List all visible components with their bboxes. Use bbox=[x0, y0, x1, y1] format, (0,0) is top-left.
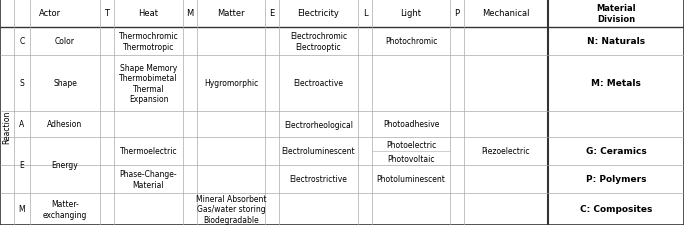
Text: Photochromic: Photochromic bbox=[385, 37, 437, 46]
Text: Photovoltaic: Photovoltaic bbox=[387, 154, 435, 163]
Text: Phase-Change-
Material: Phase-Change- Material bbox=[120, 170, 177, 189]
Text: Light: Light bbox=[401, 9, 421, 18]
Text: C: C bbox=[19, 37, 25, 46]
Text: N: Naturals: N: Naturals bbox=[587, 37, 645, 46]
Text: G: Ceramics: G: Ceramics bbox=[586, 147, 646, 156]
Text: Photoluminescent: Photoluminescent bbox=[377, 175, 445, 184]
Text: Energy: Energy bbox=[51, 161, 79, 170]
Text: Adhesion: Adhesion bbox=[47, 120, 83, 129]
Text: P: P bbox=[454, 9, 460, 18]
Text: Thermochromic
Thermotropic: Thermochromic Thermotropic bbox=[118, 32, 179, 52]
Text: A: A bbox=[19, 120, 25, 129]
Text: Piezoelectric: Piezoelectric bbox=[482, 147, 530, 156]
Text: Actor: Actor bbox=[39, 9, 61, 18]
Text: Reaction: Reaction bbox=[3, 110, 12, 143]
Text: Thermoelectric: Thermoelectric bbox=[120, 147, 177, 156]
Text: M: Metals: M: Metals bbox=[591, 79, 641, 88]
Text: Electrostrictive: Electrostrictive bbox=[289, 175, 347, 184]
Text: T: T bbox=[105, 9, 109, 18]
Text: L: L bbox=[363, 9, 367, 18]
Text: Photoelectric: Photoelectric bbox=[386, 140, 436, 149]
Text: Shape Memory
Thermobimetal
Thermal
Expansion: Shape Memory Thermobimetal Thermal Expan… bbox=[119, 64, 178, 104]
Text: E: E bbox=[269, 9, 274, 18]
Text: Electricity: Electricity bbox=[298, 9, 339, 18]
Text: Electrorheological: Electrorheological bbox=[284, 120, 353, 129]
Text: M: M bbox=[186, 9, 194, 18]
Text: Heat: Heat bbox=[138, 9, 159, 18]
Text: Material
Division: Material Division bbox=[596, 4, 636, 24]
Text: Shape: Shape bbox=[53, 79, 77, 88]
Text: C: Composites: C: Composites bbox=[580, 205, 652, 214]
Text: S: S bbox=[20, 79, 25, 88]
Text: Matter-
exchanging: Matter- exchanging bbox=[43, 199, 87, 219]
Text: Electroluminescent: Electroluminescent bbox=[282, 147, 355, 156]
Text: P: Polymers: P: Polymers bbox=[586, 175, 646, 184]
Text: M: M bbox=[18, 205, 25, 214]
Text: Photoadhesive: Photoadhesive bbox=[383, 120, 439, 129]
Text: Electroactive: Electroactive bbox=[293, 79, 343, 88]
Text: E: E bbox=[20, 161, 25, 170]
Text: Matter: Matter bbox=[218, 9, 245, 18]
Text: Electrochromic
Electrooptic: Electrochromic Electrooptic bbox=[290, 32, 347, 52]
Text: Hygromorphic: Hygromorphic bbox=[204, 79, 258, 88]
Text: Color: Color bbox=[55, 37, 75, 46]
Text: Mineral Absorbent
Gas/water storing
Biodegradable: Mineral Absorbent Gas/water storing Biod… bbox=[196, 194, 266, 224]
Text: Mechanical: Mechanical bbox=[482, 9, 529, 18]
